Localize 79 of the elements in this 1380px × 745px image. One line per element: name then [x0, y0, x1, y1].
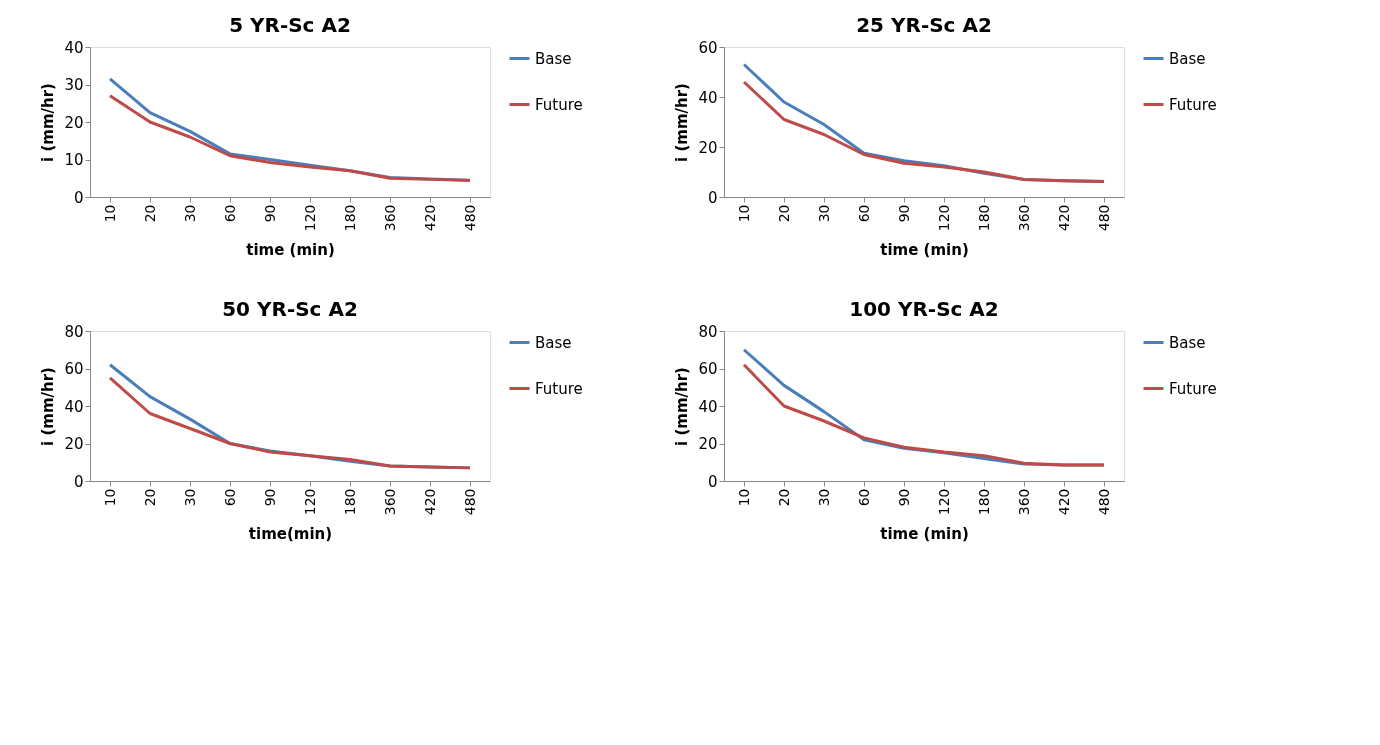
y-tick-label: 20: [698, 138, 718, 157]
x-tick-label: 90: [261, 204, 278, 223]
legend-label: Future: [535, 95, 583, 114]
x-axis-title: time (min): [246, 241, 335, 260]
y-tick-label: 40: [64, 38, 84, 57]
x-tick-label: 30: [181, 488, 198, 507]
y-axis-title: i (mm/hr): [673, 83, 692, 162]
y-axis-title: i (mm/hr): [39, 367, 58, 446]
x-tick-label: 30: [815, 488, 832, 507]
y-tick-label: 80: [64, 322, 84, 341]
x-tick-label: 30: [815, 204, 832, 223]
y-tick-label: 0: [73, 472, 84, 491]
y-tick-label: 20: [64, 113, 84, 132]
x-axis-title: time (min): [880, 525, 969, 544]
y-tick-label: 40: [64, 397, 84, 416]
y-tick-label: 80: [698, 322, 718, 341]
x-tick-label: 30: [181, 204, 198, 223]
legend-label: Future: [1169, 379, 1217, 398]
x-tick-label: 180: [975, 488, 992, 516]
legend-label: Base: [1169, 333, 1206, 352]
y-tick-label: 60: [698, 38, 718, 57]
x-tick-label: 420: [1055, 488, 1072, 516]
chart-title: 50 YR-Sc A2: [222, 297, 358, 321]
y-tick-label: 20: [698, 435, 718, 453]
x-tick-label: 90: [895, 204, 912, 223]
x-tick-label: 90: [895, 488, 912, 507]
x-tick-label: 420: [1055, 204, 1072, 232]
x-tick-label: 180: [341, 488, 358, 516]
legend-label: Base: [535, 49, 572, 68]
chart-title: 5 YR-Sc A2: [229, 13, 351, 37]
x-tick-label: 360: [381, 488, 398, 516]
y-tick-label: 0: [73, 188, 84, 207]
legend-label: Base: [1169, 49, 1206, 68]
x-tick-label: 480: [461, 204, 478, 232]
x-tick-label: 180: [341, 204, 358, 232]
y-tick-label: 60: [698, 360, 718, 378]
x-tick-label: 360: [381, 204, 398, 232]
x-tick-label: 360: [1015, 204, 1032, 232]
legend-label: Future: [535, 379, 583, 398]
x-tick-label: 60: [855, 204, 872, 223]
x-axis-title: time (min): [880, 241, 969, 260]
x-tick-label: 20: [141, 204, 158, 223]
x-tick-label: 10: [101, 488, 118, 507]
y-tick-label: 10: [64, 151, 84, 169]
x-tick-label: 120: [935, 488, 952, 516]
x-tick-label: 480: [1095, 488, 1112, 516]
x-tick-label: 60: [855, 488, 872, 507]
y-tick-label: 0: [707, 188, 718, 207]
y-tick-label: 40: [698, 397, 718, 416]
x-tick-label: 20: [775, 488, 792, 507]
chart-title: 100 YR-Sc A2: [849, 297, 999, 321]
x-tick-label: 360: [1015, 488, 1032, 516]
x-tick-label: 10: [735, 204, 752, 223]
x-tick-label: 20: [775, 204, 792, 223]
chart-title: 25 YR-Sc A2: [856, 13, 992, 37]
x-tick-label: 60: [221, 488, 238, 507]
x-tick-label: 420: [421, 204, 438, 232]
x-tick-label: 420: [421, 488, 438, 516]
y-tick-label: 20: [64, 435, 84, 453]
x-tick-label: 480: [1095, 204, 1112, 232]
x-axis-title: time(min): [248, 525, 333, 544]
x-tick-label: 120: [935, 204, 952, 232]
x-tick-label: 60: [221, 204, 238, 223]
x-tick-label: 10: [735, 488, 752, 507]
y-axis-title: i (mm/hr): [39, 83, 58, 162]
x-tick-label: 120: [301, 204, 318, 232]
x-tick-label: 10: [101, 204, 118, 223]
x-tick-label: 480: [461, 488, 478, 516]
y-tick-label: 40: [698, 88, 718, 107]
y-tick-label: 60: [64, 360, 84, 378]
legend-label: Future: [1169, 95, 1217, 114]
y-tick-label: 30: [64, 76, 84, 94]
y-axis-title: i (mm/hr): [673, 367, 692, 446]
x-tick-label: 90: [261, 488, 278, 507]
x-tick-label: 180: [975, 204, 992, 232]
x-tick-label: 20: [141, 488, 158, 507]
legend-label: Base: [535, 333, 572, 352]
y-tick-label: 0: [707, 472, 718, 491]
x-tick-label: 120: [301, 488, 318, 516]
